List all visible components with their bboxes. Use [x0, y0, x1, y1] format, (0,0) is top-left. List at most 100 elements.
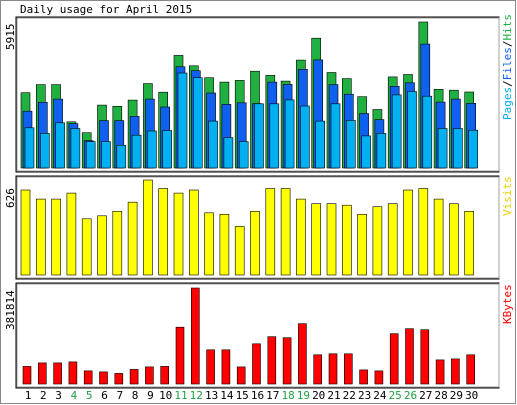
day-label-28: 28 [434, 389, 447, 402]
day-label-8: 8 [132, 389, 139, 402]
kbytes-bar-day-21 [328, 353, 338, 385]
visits-bar-day-14 [219, 214, 230, 276]
day-label-1: 1 [25, 389, 32, 402]
kbytes-bar-day-17 [267, 336, 277, 385]
legend-files: Files [501, 47, 514, 80]
pages-bar-day-10 [162, 130, 172, 169]
day-label-19: 19 [297, 389, 310, 402]
pages-bar-day-27 [422, 95, 433, 169]
pages-bar-day-7 [116, 145, 127, 169]
kbytes-bar-day-3 [53, 362, 62, 385]
day-label-6: 6 [101, 389, 108, 402]
visits-bar-day-24 [372, 206, 383, 276]
visits-bar-day-26 [403, 189, 413, 276]
kbytes-bar-day-25 [389, 333, 399, 385]
chart-title: Daily usage for April 2015 [20, 3, 192, 16]
day-label-7: 7 [116, 389, 123, 402]
day-label-24: 24 [373, 389, 387, 402]
pages-bar-day-15 [238, 141, 249, 169]
day-label-18: 18 [281, 389, 294, 402]
kbytes-bar-day-23 [359, 369, 368, 385]
visits-bar-day-30 [464, 211, 475, 276]
visits-bar-day-29 [449, 203, 459, 276]
pages-bar-day-1 [24, 127, 35, 169]
kbytes-bar-day-22 [343, 353, 353, 385]
kbytes-bar-day-11 [175, 326, 185, 385]
visits-bar-day-12 [189, 189, 199, 276]
visits-bar-day-4 [66, 192, 77, 276]
kbytes-bar-day-2 [37, 362, 47, 385]
day-label-9: 9 [147, 389, 154, 402]
visits-bar-day-3 [51, 198, 61, 276]
pages-bar-day-30 [468, 129, 479, 169]
pages-bar-day-25 [391, 94, 402, 169]
pages-bar-day-17 [269, 103, 280, 169]
pages-bar-day-22 [345, 120, 356, 169]
visits-panel-inner [16, 176, 500, 279]
kbytes-bar-day-24 [374, 370, 384, 385]
visits-bar-day-22 [341, 204, 352, 276]
day-label-25: 25 [389, 389, 402, 402]
pages-bar-day-2 [39, 133, 50, 169]
visits-bar-day-11 [173, 192, 184, 276]
kbytes-bar-day-5 [83, 370, 93, 385]
day-label-15: 15 [236, 389, 249, 402]
pages-bar-day-21 [330, 103, 341, 169]
hits-max-label: 5915 [4, 24, 17, 51]
kbytes-bar-day-8 [129, 369, 139, 385]
pages-bar-day-14 [223, 137, 234, 169]
kbytes-bar-day-12 [191, 287, 200, 385]
legend-kbytes: KBytes [501, 284, 514, 324]
visits-bar-day-10 [158, 188, 168, 276]
visits-bar-day-16 [250, 211, 260, 276]
visits-bar-day-18 [280, 188, 291, 276]
visits-bar-day-17 [265, 188, 276, 276]
visits-bar-day-23 [357, 214, 367, 276]
kbytes-bar-day-27 [420, 329, 430, 385]
day-label-5: 5 [86, 389, 93, 402]
day-label-2: 2 [40, 389, 47, 402]
kbytes-bar-day-13 [206, 349, 215, 385]
pages-bar-day-9 [147, 130, 157, 169]
pages-bar-day-5 [85, 141, 96, 169]
kbytes-bar-day-19 [298, 323, 307, 385]
legend-visits: Visits [501, 176, 514, 216]
kbytes-bar-day-18 [282, 337, 292, 385]
legend-pages: Pages [501, 87, 514, 120]
day-labels-group: 1 2 3 4 5 6 7 8 9 10 11 12 13 14 15 16 17 18 19 20 21 22 23 24 2… [25, 389, 479, 402]
visits-bar-day-21 [326, 203, 337, 276]
visits-bar-day-8 [127, 201, 138, 276]
day-label-16: 16 [251, 389, 264, 402]
day-label-22: 22 [343, 389, 356, 402]
day-label-23: 23 [358, 389, 371, 402]
visits-bar-day-19 [296, 198, 306, 276]
pages-bar-day-16 [254, 103, 264, 169]
hits-bars-group [20, 21, 479, 169]
day-label-14: 14 [220, 389, 234, 402]
kbytes-bar-day-20 [313, 354, 323, 385]
visits-bar-day-27 [418, 188, 429, 276]
kbytes-bar-day-29 [451, 358, 460, 385]
day-label-4: 4 [71, 389, 78, 402]
day-label-30: 30 [465, 389, 478, 402]
visits-bar-day-13 [204, 212, 214, 276]
day-label-13: 13 [205, 389, 218, 402]
day-label-12: 12 [190, 389, 203, 402]
pages-bar-day-29 [453, 128, 463, 169]
legend-sep-1: / [501, 80, 514, 87]
pages-bar-day-28 [437, 128, 448, 169]
day-label-3: 3 [55, 389, 62, 402]
visits-bars-group [20, 179, 475, 276]
visits-bar-day-9 [143, 179, 153, 276]
day-label-20: 20 [312, 389, 325, 402]
pages-bar-day-19 [300, 105, 310, 169]
kbytes-bar-day-15 [236, 366, 246, 385]
day-label-21: 21 [327, 389, 340, 402]
visits-bar-day-15 [234, 226, 245, 276]
legend-hits: Hits [501, 14, 514, 41]
visits-bar-day-1 [20, 189, 31, 276]
pages-bar-day-11 [177, 72, 188, 169]
kbytes-bar-day-16 [252, 343, 261, 385]
